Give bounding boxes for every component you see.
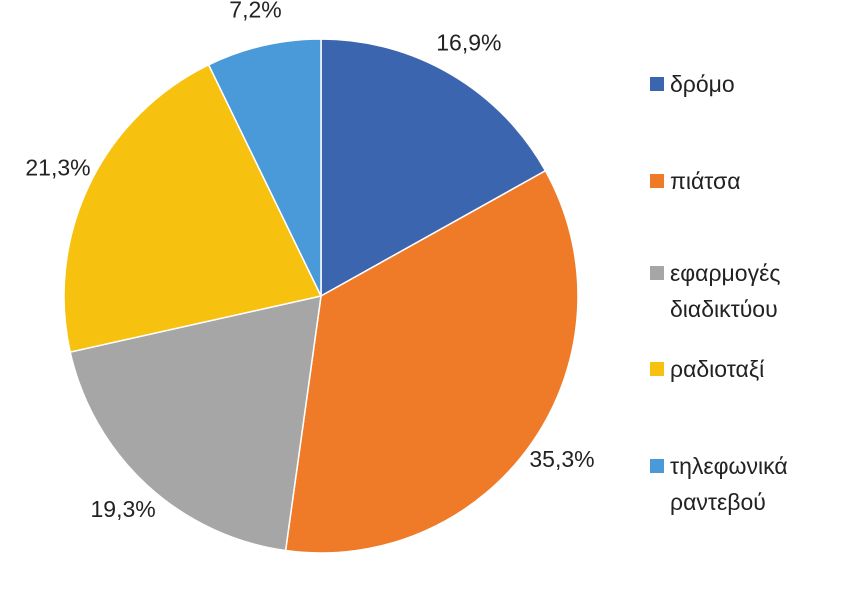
legend-swatch bbox=[650, 77, 664, 91]
data-label: 7,2% bbox=[229, 0, 281, 23]
legend-item: πιάτσα bbox=[650, 163, 840, 199]
legend-swatch bbox=[650, 459, 664, 473]
legend-swatch bbox=[650, 362, 664, 376]
legend-label: εφαρμογές διαδικτύου bbox=[670, 260, 781, 322]
legend-swatch bbox=[650, 174, 664, 188]
legend-item: δρόμο bbox=[650, 66, 840, 102]
legend-label: τηλεφωνικά ραντεβού bbox=[670, 453, 788, 515]
pie-slice bbox=[320, 38, 547, 298]
pie-slice bbox=[63, 63, 323, 353]
data-label: 16,9% bbox=[436, 29, 501, 55]
legend-item: τηλεφωνικά ραντεβού bbox=[650, 448, 840, 520]
legend-item: ραδιοταξί bbox=[650, 351, 840, 387]
legend-label: πιάτσα bbox=[670, 168, 741, 194]
data-label: 35,3% bbox=[529, 446, 594, 472]
data-label: 19,3% bbox=[91, 496, 156, 522]
legend-label: δρόμο bbox=[670, 71, 735, 97]
pie-slice bbox=[69, 295, 322, 552]
pie-slice bbox=[207, 38, 322, 297]
pie-slice bbox=[284, 169, 579, 554]
legend-item: εφαρμογές διαδικτύου bbox=[650, 255, 840, 327]
legend-swatch bbox=[650, 266, 664, 280]
data-label: 21,3% bbox=[25, 154, 90, 180]
legend-label: ραδιοταξί bbox=[670, 356, 765, 382]
